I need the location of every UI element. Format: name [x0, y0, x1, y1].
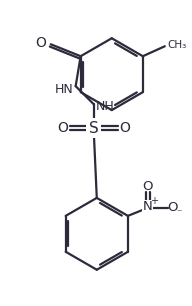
Text: ⁻: ⁻ — [176, 208, 181, 218]
Text: +: + — [150, 196, 158, 206]
Text: O: O — [57, 121, 68, 135]
Text: O: O — [143, 181, 153, 193]
Text: O: O — [168, 201, 178, 215]
Text: O: O — [35, 36, 46, 50]
Text: S: S — [89, 121, 98, 136]
Text: NH: NH — [96, 100, 115, 113]
Text: O: O — [119, 121, 130, 135]
Text: HN: HN — [54, 83, 73, 96]
Text: CH₃: CH₃ — [168, 40, 187, 50]
Text: N: N — [143, 200, 153, 213]
